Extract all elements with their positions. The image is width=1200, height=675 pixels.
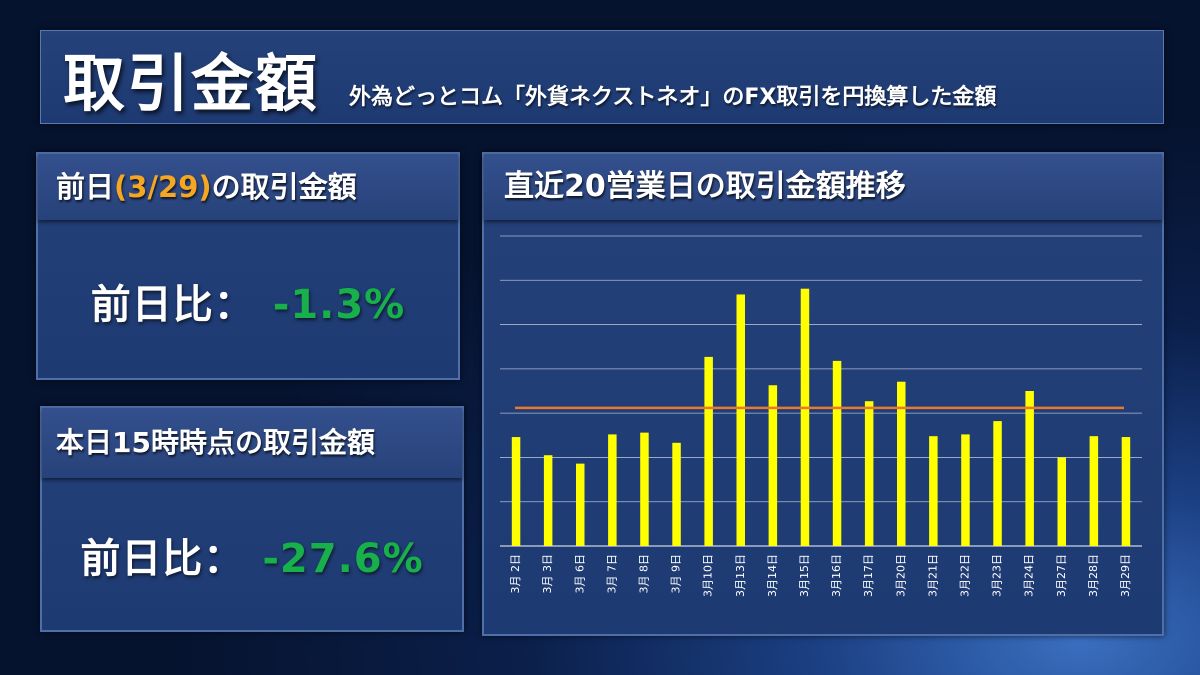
- x-tick-label: 3月23日: [991, 554, 1004, 597]
- x-tick-label: 3月 6日: [573, 554, 586, 594]
- x-tick-label: 3月24日: [1023, 554, 1036, 597]
- previous-day-panel: 前日(3/29)の取引金額: [36, 152, 460, 380]
- previous-day-compare-label: 前日比：: [90, 282, 255, 328]
- page-title: 取引金額: [63, 47, 320, 120]
- x-tick-label: 3月 9日: [670, 554, 683, 594]
- bar: [800, 288, 810, 546]
- x-tick-label: 3月 7日: [605, 554, 618, 594]
- bar: [832, 360, 842, 546]
- bar: [961, 434, 970, 546]
- x-tick-label: 3月17日: [862, 554, 875, 597]
- today-metric: 前日比： -27.6%: [40, 526, 464, 584]
- bar: [608, 434, 617, 546]
- bar: [768, 385, 778, 546]
- previous-day-metric: 前日比： -1.3%: [36, 272, 460, 330]
- today-title: 本日15時時点の取引金額: [56, 426, 375, 459]
- bar: [929, 436, 938, 546]
- previous-day-title-suffix: の取引金額: [211, 170, 357, 204]
- bar-chart: 3月 2日 3月 3日 3月 6日 3月 7日 3月 8日 3月 9日 3月10日 3月13日…: [500, 235, 1142, 597]
- x-tick-label: 3月21日: [926, 554, 939, 597]
- bar: [1025, 391, 1034, 546]
- x-tick-label: 3月 2日: [509, 554, 522, 594]
- x-tick-label: 3月13日: [734, 554, 747, 597]
- x-tick-label: 3月20日: [894, 554, 907, 597]
- previous-day-title: 前日: [56, 170, 115, 204]
- bar: [511, 437, 521, 546]
- bar: [672, 442, 681, 546]
- bar: [1121, 437, 1131, 546]
- bar: [1089, 436, 1099, 546]
- x-tick-label: 3月27日: [1055, 554, 1068, 597]
- bar: [576, 463, 585, 546]
- x-tick-label: 3月15日: [798, 554, 811, 597]
- today-header: 本日15時時点の取引金額: [42, 408, 462, 478]
- x-tick-label: 3月14日: [766, 554, 779, 597]
- today-compare-value: -27.6%: [262, 536, 424, 582]
- today-panel: 本日15時時点の取引金額: [40, 406, 464, 632]
- bar: [704, 356, 713, 546]
- chart-header: 直近20営業日の取引金額推移: [484, 154, 1162, 220]
- x-tick-label: 3月16日: [830, 554, 843, 597]
- previous-day-compare-value: -1.3%: [272, 282, 406, 328]
- bar: [1057, 457, 1066, 546]
- bar: [864, 401, 874, 546]
- page-subtitle: 外為どっとコム「外貨ネクストネオ」のFX取引を円換算した金額: [349, 85, 997, 110]
- previous-day-header: 前日(3/29)の取引金額: [38, 154, 458, 220]
- bar: [640, 432, 649, 546]
- bar: [897, 381, 906, 546]
- x-tick-label: 3月29日: [1119, 554, 1132, 597]
- title-bar: 取引金額 外為どっとコム「外貨ネクストネオ」のFX取引を円換算した金額: [40, 30, 1164, 124]
- bar: [736, 294, 745, 546]
- chart-panel: 3月 2日 3月 3日 3月 6日 3月 7日 3月 8日 3月 9日 3月10日 3月13日…: [482, 152, 1164, 636]
- x-tick-label: 3月10日: [702, 554, 715, 597]
- bar: [993, 421, 1002, 546]
- previous-day-date: (3/29): [114, 170, 212, 204]
- x-tick-label: 3月22日: [958, 554, 971, 597]
- bar: [543, 455, 553, 546]
- x-tick-label: 3月 3日: [541, 554, 554, 594]
- today-compare-label: 前日比：: [80, 536, 245, 582]
- x-tick-label: 3月28日: [1087, 554, 1100, 597]
- chart-title: 直近20営業日の取引金額推移: [504, 169, 906, 204]
- x-tick-label: 3月 8日: [637, 554, 650, 594]
